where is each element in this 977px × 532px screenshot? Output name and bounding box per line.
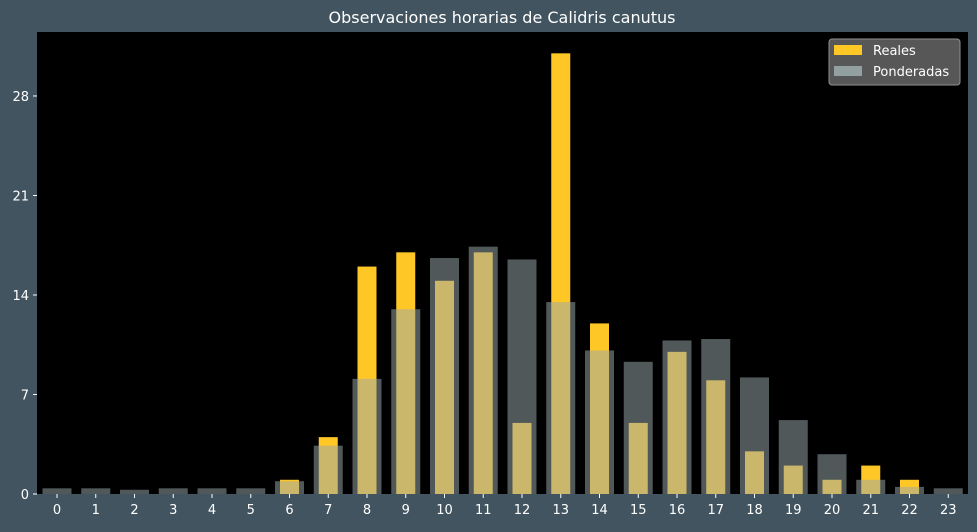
x-tick-label-13: 13 xyxy=(552,503,569,518)
x-tick-label-18: 18 xyxy=(746,503,763,518)
bar-ponderadas-23 xyxy=(933,488,963,494)
x-tick-label-17: 17 xyxy=(707,503,724,518)
x-tick-label-1: 1 xyxy=(92,503,100,518)
bar-ponderadas-6 xyxy=(275,481,304,494)
x-tick-label-8: 8 xyxy=(363,503,371,518)
legend-label-ponderadas: Ponderadas xyxy=(873,65,949,80)
legend: Reales Ponderadas xyxy=(828,38,961,86)
x-tick-label-21: 21 xyxy=(862,503,879,518)
x-tick-label-0: 0 xyxy=(53,503,61,518)
x-tick-label-5: 5 xyxy=(247,503,255,518)
bar-ponderadas-2 xyxy=(120,489,149,494)
bar-ponderadas-13 xyxy=(546,302,576,494)
axes-layer: 0 1 2 3 4 5 6 7 8 9 10 11 12 13 14 15 16 17 18 19 20 21 22 2307… xyxy=(12,90,956,518)
x-tick-label-14: 14 xyxy=(591,503,608,518)
y-tick-label-21: 21 xyxy=(12,189,29,204)
legend-label-reales: Reales xyxy=(873,44,916,59)
bars-layer xyxy=(42,53,963,494)
chart-title: Observaciones horarias de Calidris canut… xyxy=(329,8,676,27)
bar-ponderadas-9 xyxy=(391,309,421,494)
bar-ponderadas-14 xyxy=(585,350,614,494)
bar-ponderadas-1 xyxy=(81,488,111,494)
bar-ponderadas-17 xyxy=(701,339,731,494)
x-tick-label-4: 4 xyxy=(208,503,216,518)
bar-ponderadas-22 xyxy=(895,486,924,494)
y-tick-label-28: 28 xyxy=(12,90,29,105)
bar-ponderadas-0 xyxy=(42,488,72,494)
bar-ponderadas-20 xyxy=(817,454,847,494)
bar-ponderadas-19 xyxy=(778,420,808,494)
plot-area xyxy=(37,32,968,494)
x-tick-label-23: 23 xyxy=(940,503,957,518)
bar-ponderadas-21 xyxy=(856,479,886,494)
bar-ponderadas-10 xyxy=(430,258,459,494)
x-tick-label-15: 15 xyxy=(630,503,647,518)
x-tick-label-3: 3 xyxy=(169,503,177,518)
legend-swatch-reales xyxy=(834,45,862,55)
y-tick-label-0: 0 xyxy=(21,488,29,503)
bar-ponderadas-18 xyxy=(740,377,769,494)
y-tick-label-7: 7 xyxy=(21,388,29,403)
bar-ponderadas-7 xyxy=(313,445,343,494)
x-tick-label-9: 9 xyxy=(402,503,410,518)
x-tick-label-2: 2 xyxy=(130,503,138,518)
x-tick-label-20: 20 xyxy=(824,503,841,518)
x-tick-label-7: 7 xyxy=(324,503,332,518)
x-tick-label-22: 22 xyxy=(901,503,918,518)
x-tick-label-10: 10 xyxy=(436,503,453,518)
bar-ponderadas-5 xyxy=(236,488,266,494)
bar-ponderadas-8 xyxy=(352,378,382,494)
bar-ponderadas-4 xyxy=(197,488,227,494)
bar-ponderadas-3 xyxy=(158,488,188,494)
x-tick-label-19: 19 xyxy=(785,503,802,518)
x-tick-label-16: 16 xyxy=(669,503,686,518)
bar-ponderadas-16 xyxy=(662,340,692,494)
y-tick-label-14: 14 xyxy=(12,289,29,304)
x-tick-label-6: 6 xyxy=(285,503,293,518)
x-tick-label-11: 11 xyxy=(475,503,492,518)
bar-ponderadas-15 xyxy=(623,361,653,494)
bar-ponderadas-12 xyxy=(507,259,537,494)
bar-ponderadas-11 xyxy=(468,246,498,494)
x-tick-label-12: 12 xyxy=(514,503,531,518)
legend-swatch-ponderadas xyxy=(834,66,862,76)
